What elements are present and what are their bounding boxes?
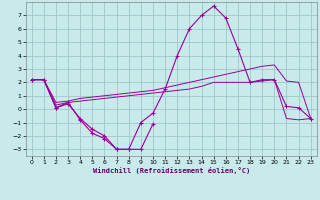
X-axis label: Windchill (Refroidissement éolien,°C): Windchill (Refroidissement éolien,°C) bbox=[92, 167, 250, 174]
